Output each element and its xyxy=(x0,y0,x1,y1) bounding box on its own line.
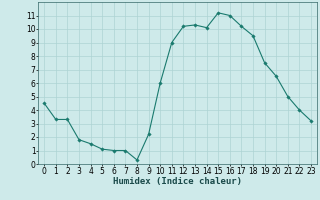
X-axis label: Humidex (Indice chaleur): Humidex (Indice chaleur) xyxy=(113,177,242,186)
